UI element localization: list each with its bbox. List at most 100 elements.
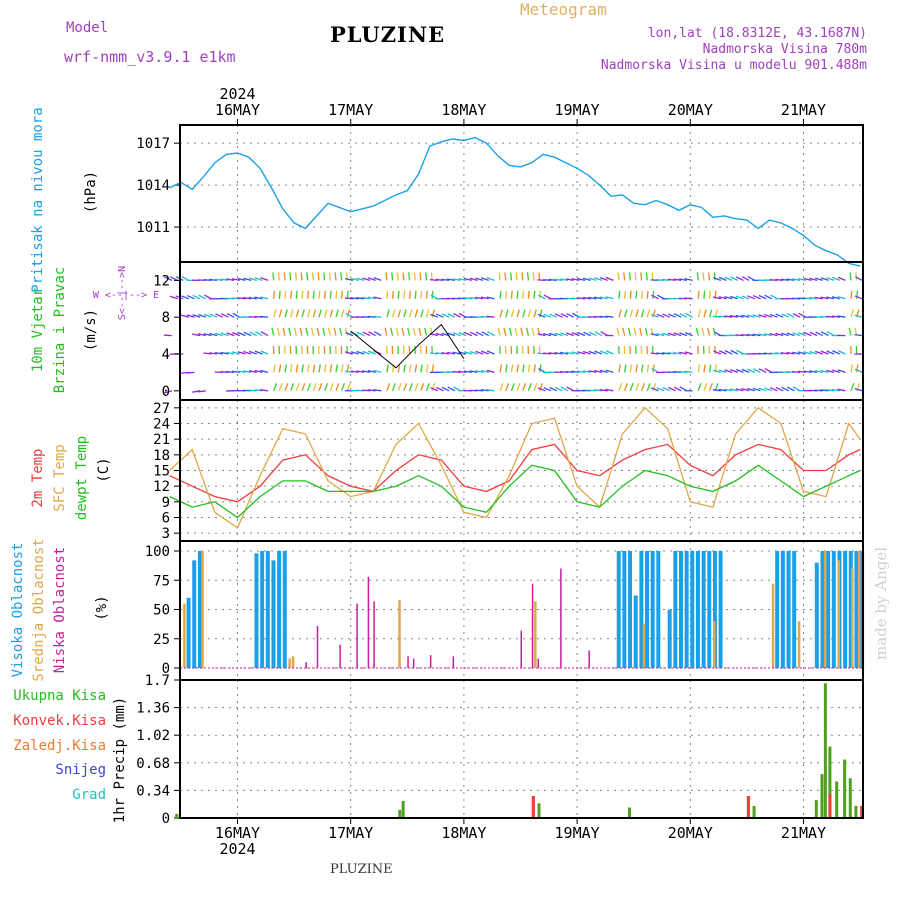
cloud-tick-label: 100	[145, 544, 170, 560]
precip-tick-label: 0.34	[136, 783, 170, 799]
wind-arrow	[746, 333, 755, 337]
wind-arrow	[826, 350, 835, 355]
day-label-top: 19MAY	[555, 101, 600, 119]
wind-arrow	[803, 297, 812, 300]
wind-arrow	[295, 364, 299, 373]
wind-arrow	[361, 296, 371, 300]
wind-arrow	[469, 296, 478, 300]
wind-arrow	[344, 327, 348, 336]
wind-arrow	[724, 295, 733, 300]
wind-speed-line	[350, 323, 465, 369]
wind-arrow	[361, 370, 371, 374]
cloud-bar-0	[678, 551, 683, 668]
wind-compass-ns: S<--|-->N	[117, 266, 128, 320]
wind-arrow	[293, 327, 297, 336]
wind-arrow	[311, 272, 314, 281]
wind-arrow	[504, 272, 507, 281]
wind-arrow	[684, 351, 693, 355]
wind-arrow	[780, 278, 789, 282]
wind-arrow	[186, 294, 195, 300]
cloud-bar-0	[826, 551, 831, 668]
cloud-bar-0	[645, 551, 650, 668]
wind-arrow	[350, 297, 359, 300]
wind-arrow	[735, 334, 744, 337]
wind-arrow	[814, 296, 823, 300]
wind-arrow	[712, 389, 721, 392]
wind-arrow	[588, 389, 597, 392]
cloud-bar-0	[690, 551, 695, 668]
wind-arrow	[741, 276, 750, 281]
wind-arrow	[226, 351, 235, 355]
wind-arrow	[549, 313, 557, 318]
wind-arrow	[673, 351, 682, 355]
wind-arrow	[826, 315, 835, 318]
precip-bar-0	[823, 683, 827, 818]
wind-tick-label: 0	[162, 384, 170, 400]
wind-arrow	[752, 387, 761, 392]
cloud-bar-1	[291, 656, 295, 668]
wind-arrow	[328, 272, 331, 281]
wind-arrow	[684, 332, 693, 337]
wind-arrow	[786, 278, 795, 282]
wind-arrow	[594, 369, 603, 374]
wind-arrow	[419, 272, 422, 281]
temp-tick-label: 21	[153, 432, 170, 448]
wind-arrow	[635, 309, 639, 318]
wind-arrow	[335, 290, 338, 299]
wind-arrow	[539, 364, 542, 373]
wind-arrow	[854, 333, 863, 337]
temp-axis-name3: dewpt Temp	[74, 436, 90, 520]
wind-arrow	[679, 312, 688, 318]
wind-arrow	[271, 327, 275, 336]
pressure-line	[169, 136, 861, 267]
wind-arrow	[746, 314, 755, 318]
wind-arrow	[673, 278, 682, 282]
wind-arrow	[527, 290, 530, 299]
wind-arrow	[214, 332, 223, 337]
wind-arrow	[447, 332, 456, 337]
precip-axis-unit: 1hr Precip (mm)	[112, 697, 128, 823]
precip-bar-1	[746, 796, 750, 818]
wind-arrow	[446, 278, 455, 282]
cloud-bar-0	[775, 551, 780, 668]
cloud-tick-label: 50	[153, 603, 170, 619]
wind-arrow	[192, 390, 201, 393]
wind-arrow	[425, 290, 428, 299]
wind-arrow	[650, 352, 659, 355]
wind-arrow	[458, 277, 467, 282]
wind-arrow	[254, 277, 263, 282]
wind-arrow	[673, 332, 682, 337]
wind-arrow	[220, 278, 229, 282]
wind-arrow	[826, 369, 835, 374]
wind-arrow	[243, 296, 252, 300]
wind-arrow	[299, 327, 303, 336]
wind-arrow	[215, 391, 223, 392]
wind-arrow	[583, 331, 591, 337]
wind-arrow	[646, 309, 651, 318]
wind-arrow	[792, 351, 801, 355]
cloud-bar-0	[639, 551, 644, 668]
wind-arrow	[685, 312, 693, 318]
wind-arrow	[237, 277, 246, 282]
precip-bar-1	[860, 805, 864, 818]
wind-arrow	[617, 272, 620, 281]
wind-arrow	[854, 387, 863, 392]
wind-arrow	[430, 272, 433, 281]
day-label-top: 18MAY	[441, 101, 486, 119]
wind-arrow	[226, 312, 235, 318]
wind-arrow	[577, 370, 586, 374]
wind-arrow	[248, 296, 257, 300]
wind-arrow	[522, 309, 526, 318]
cloud-bar-0	[695, 551, 700, 668]
wind-arrow	[480, 369, 489, 374]
wind-arrow	[803, 351, 812, 355]
wind-arrow	[826, 296, 835, 300]
cloud-bar-0	[622, 551, 627, 668]
wind-arrow	[780, 351, 789, 355]
wind-arrow	[577, 331, 586, 337]
wind-arrow	[345, 332, 354, 337]
wind-arrow	[170, 372, 178, 373]
wind-arrow	[656, 387, 665, 392]
wind-arrow	[752, 333, 761, 337]
wind-arrow	[368, 331, 376, 337]
